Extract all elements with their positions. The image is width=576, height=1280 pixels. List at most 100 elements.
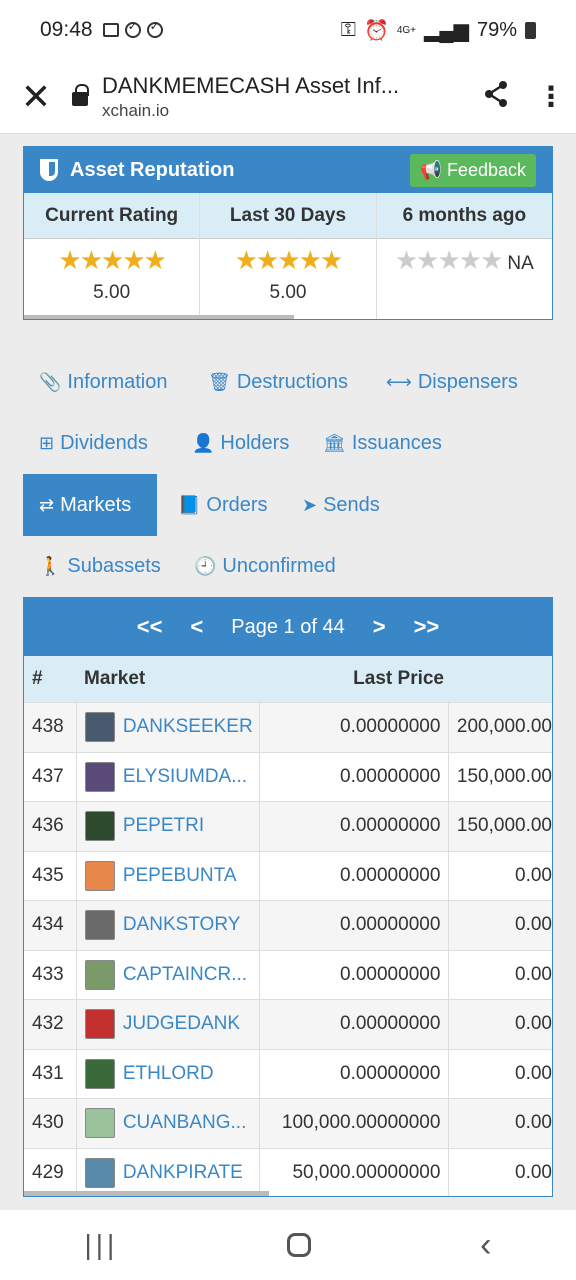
prev-page-icon[interactable]: < [190, 614, 204, 639]
reputation-title: Asset Reputation [70, 158, 235, 181]
tab-subassets[interactable]: 🚶 Subassets [23, 535, 177, 597]
row-num: 432 [24, 1000, 77, 1049]
tab-destructions[interactable]: 🗑 Destructions [192, 351, 364, 413]
tab-sends[interactable]: ➤ Sends [286, 474, 396, 536]
recents-icon[interactable]: ||| [84, 1229, 119, 1260]
market-link[interactable]: DANKSTORY [77, 901, 261, 950]
horizontal-scrollbar[interactable] [24, 1191, 269, 1196]
market-name: PEPETRI [122, 815, 205, 837]
tab-label: Destructions [236, 370, 349, 393]
tab-holders[interactable]: 👤 Holders [176, 412, 305, 474]
volume-value: 0.00 [515, 864, 552, 886]
key-icon: ⚿ [340, 18, 356, 41]
close-icon[interactable]: ✕ [20, 75, 52, 117]
column-header-last-price[interactable]: Last Price [353, 668, 444, 689]
volume-value: 150,000.00 [456, 765, 552, 787]
last-price: 0.00000000 [260, 851, 450, 900]
asset-thumbnail [84, 910, 115, 941]
table-body: 438 DANKSEEKER 0.00000000 200,000.00 437 ELYS… [24, 702, 552, 1196]
more-options-icon[interactable]: ⋮ [537, 81, 565, 112]
asset-thumbnail [84, 811, 115, 842]
market-link[interactable]: PEPEBUNTA [77, 851, 261, 900]
table-header: # Market Last Price [24, 656, 552, 702]
market-link[interactable]: JUDGEDANK [77, 1000, 261, 1049]
feedback-label: Feedback [446, 159, 526, 180]
market-link[interactable]: DANKSEEKER [77, 703, 261, 752]
bullhorn-icon: 📢 [419, 159, 442, 180]
first-page-icon[interactable]: << [136, 614, 163, 639]
check-circle-icon [124, 19, 141, 38]
tab-label: Holders [220, 431, 290, 454]
feedback-button[interactable]: 📢 Feedback [409, 153, 536, 187]
tab-orders[interactable]: 📘 Orders [162, 474, 284, 536]
market-link[interactable]: DANKPIRATE [77, 1148, 261, 1196]
page-url: xchain.io [102, 100, 170, 120]
market-name: JUDGEDANK [122, 1013, 241, 1035]
asset-thumbnail [84, 1157, 115, 1188]
market-name: PEPEBUNTA [122, 864, 237, 886]
market-link[interactable]: CAPTAINCR... [77, 950, 261, 999]
star-rating-empty-icon: ★★★★★ NA [394, 245, 534, 275]
row-num: 436 [24, 802, 77, 851]
page-title-block: DANKMEMECASH Asset Inf... xchain.io [102, 73, 466, 121]
market-link[interactable]: CUANBANG... [77, 1099, 261, 1148]
market-name: DANKPIRATE [122, 1161, 243, 1183]
share-icon[interactable] [466, 79, 526, 114]
markets-table-panel: << < Page 1 of 44 > >> # Market Last Pri… [23, 597, 553, 1197]
clock-icon: 🕘 [194, 555, 217, 576]
market-link[interactable]: PEPETRI [77, 802, 261, 851]
column-header-num[interactable]: # [32, 668, 43, 689]
star-rating-icon: ★★★★★ [234, 245, 344, 275]
market-name: DANKSTORY [122, 914, 241, 936]
asset-thumbnail [84, 1009, 115, 1040]
market-link[interactable]: ETHLORD [77, 1049, 261, 1098]
tab-markets[interactable]: ⇄ Markets [23, 474, 157, 536]
market-name: ETHLORD [122, 1062, 214, 1084]
horizontal-scrollbar[interactable] [24, 315, 294, 319]
trash-icon: 🗑 [208, 371, 231, 392]
last-price: 0.00000000 [260, 950, 450, 999]
volume-value: 0.00 [515, 1062, 552, 1084]
table-row: 435 PEPEBUNTA 0.00000000 0.00 [24, 850, 552, 900]
row-num: 433 [24, 950, 77, 999]
battery-percent: 79% [476, 18, 517, 41]
market-name: CUANBANG... [122, 1112, 247, 1134]
tab-information[interactable]: 📎 Information [23, 351, 183, 413]
last-price: 0.00000000 [260, 901, 450, 950]
column-header-market[interactable]: Market [84, 668, 146, 689]
rating-column-6-months: 6 months ago ★★★★★ NA [376, 193, 552, 319]
status-time: 09:48 [40, 18, 93, 41]
tab-dispensers[interactable]: ⟷ Dispensers [370, 351, 534, 413]
rating-value: 5.00 [269, 282, 307, 303]
table-row: 438 DANKSEEKER 0.00000000 200,000.00 [24, 702, 552, 752]
paper-plane-icon: ➤ [302, 494, 318, 515]
volume-value: 150,000.00 [456, 815, 552, 837]
page-title: DANKMEMECASH Asset Inf... [102, 72, 400, 98]
row-num: 438 [24, 703, 77, 752]
tab-unconfirmed[interactable]: 🕘 Unconfirmed [178, 535, 352, 597]
market-link[interactable]: ELYSIUMDA... [77, 752, 261, 801]
row-num: 437 [24, 752, 77, 801]
sitemap-icon: ⊞ [39, 432, 55, 453]
tab-dividends[interactable]: ⊞ Dividends [23, 412, 164, 474]
home-icon[interactable] [287, 1233, 312, 1257]
row-num: 434 [24, 901, 77, 950]
tab-label: Unconfirmed [222, 554, 336, 577]
tab-issuances[interactable]: 🏛 Issuances [307, 412, 458, 474]
table-row: 430 CUANBANG... 100,000.00000000 0.00 [24, 1098, 552, 1148]
table-row: 436 PEPETRI 0.00000000 150,000.00 [24, 801, 552, 851]
last-page-icon[interactable]: >> [413, 614, 440, 639]
next-page-icon[interactable]: > [372, 614, 386, 639]
reputation-header: Asset Reputation 📢 Feedback [24, 147, 552, 193]
page-indicator: Page 1 of 44 [231, 615, 345, 638]
rating-value: 5.00 [93, 282, 131, 303]
star-rating-icon: ★★★★★ [58, 245, 167, 275]
back-icon[interactable]: ‹ [480, 1225, 492, 1264]
tab-label: Subassets [67, 554, 161, 577]
market-name: ELYSIUMDA... [122, 765, 248, 787]
user-icon: 👤 [192, 432, 215, 453]
last-price: 0.00000000 [260, 1000, 450, 1049]
bank-icon: 🏛 [323, 432, 346, 453]
child-icon: 🚶 [39, 555, 62, 576]
row-num: 429 [24, 1148, 77, 1196]
